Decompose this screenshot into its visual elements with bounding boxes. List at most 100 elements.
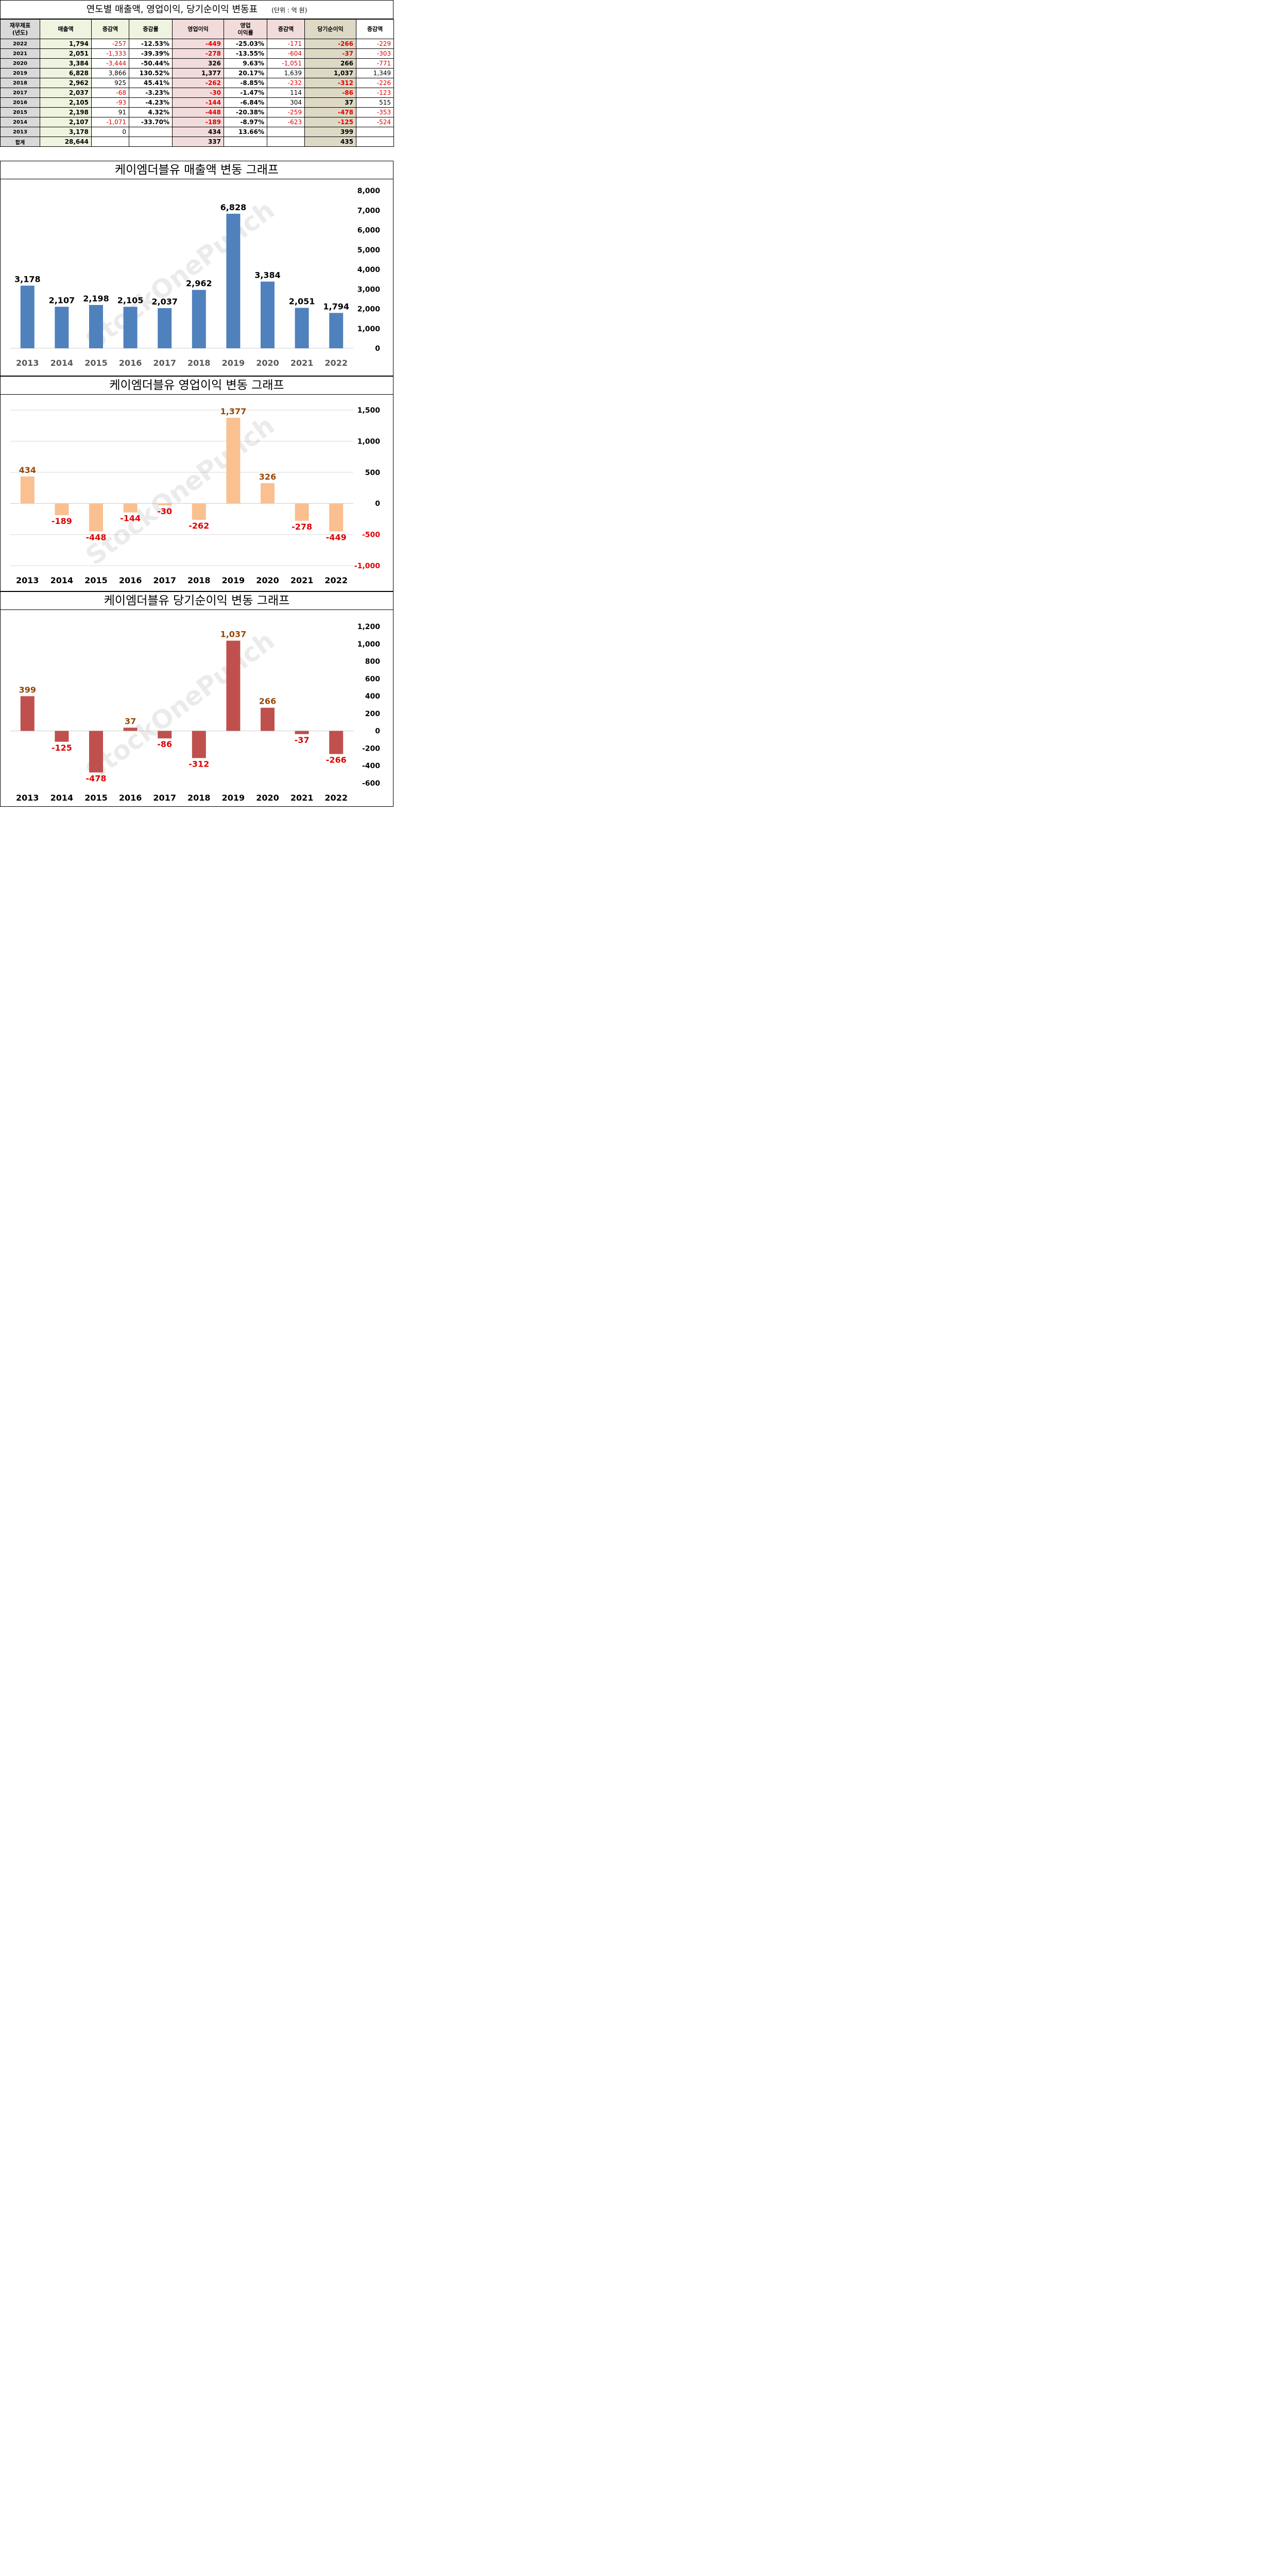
bar xyxy=(295,731,309,734)
bar xyxy=(123,307,138,348)
x-tick-label: 2015 xyxy=(84,358,108,368)
x-tick-label: 2016 xyxy=(119,793,142,803)
cell-year: 2021 xyxy=(0,48,40,59)
cell-operating-profit: -262 xyxy=(172,78,224,88)
cell-operating-profit: -448 xyxy=(172,107,224,117)
table-unit: (단위 : 억 원) xyxy=(271,7,307,14)
cell-sales-change: -1,071 xyxy=(91,117,129,127)
bar xyxy=(295,503,309,521)
bar xyxy=(329,313,344,348)
x-tick-label: 2021 xyxy=(290,575,314,585)
y-tick-label: 600 xyxy=(365,675,380,683)
table-title: 연도별 매출액, 영업이익, 당기순이익 변동표 xyxy=(86,4,258,15)
x-tick-label: 2022 xyxy=(324,793,348,803)
table-row: 2022 1,794 -257 -12.53% -449 -25.03% -171 -266-… xyxy=(0,39,394,49)
table-row: 2017 2,037 -68 -3.23% -30 -1.47% 114 -86 -123 xyxy=(0,88,394,98)
cell-sales: 2,037 xyxy=(40,88,92,98)
x-tick-label: 2018 xyxy=(187,358,211,368)
cell-operating-change: -171 xyxy=(267,39,305,49)
cell-operating-margin: -8.97% xyxy=(224,117,267,127)
cell-net-income: 1,037 xyxy=(304,68,356,78)
sales-chart: StockOnePunch 8,000 7,000 6,000 5,000 4,000 3,… xyxy=(10,187,381,368)
cell-net-change: 1,349 xyxy=(356,68,394,78)
cell-net-change: -303 xyxy=(356,48,394,59)
y-tick-label: 0 xyxy=(375,500,380,508)
y-tick-label: 7,000 xyxy=(357,207,381,215)
data-label: -86 xyxy=(157,739,172,749)
header-net-income: 당기순이익 xyxy=(304,19,356,39)
cell-year: 2015 xyxy=(0,107,40,117)
cell-year: 2020 xyxy=(0,58,40,69)
bar xyxy=(158,308,172,348)
cell-sales-rate: 4.32% xyxy=(129,107,173,117)
y-tick-label: 400 xyxy=(365,692,380,701)
cell-operating-change xyxy=(267,127,305,137)
cell-operating-margin: 20.17% xyxy=(224,68,267,78)
data-label: 1,794 xyxy=(323,301,349,311)
cell-year: 2013 xyxy=(0,127,40,137)
cell-operating-change: 1,639 xyxy=(267,68,305,78)
y-tick-label: 1,000 xyxy=(357,325,381,333)
header-operating-margin: 영업 이익률 xyxy=(224,19,267,39)
data-label: 1,037 xyxy=(220,630,247,639)
header-sales-change: 증감액 xyxy=(91,19,129,39)
data-label: 2,962 xyxy=(186,279,212,289)
table-title-bar: 연도별 매출액, 영업이익, 당기순이익 변동표 (단위 : 억 원) xyxy=(0,0,393,19)
watermark-text: StockOnePunch xyxy=(80,195,280,355)
bar xyxy=(261,281,275,348)
cell-operating-profit: -189 xyxy=(172,117,224,127)
x-tick-label: 2021 xyxy=(290,358,314,368)
table-header-row: 재무제표 (년도) 매출액 증감액 증감률 영업이익 영업 이익률 증감액 당기… xyxy=(0,19,394,39)
y-tick-label: 1,000 xyxy=(357,640,381,649)
cell-operating-profit: 326 xyxy=(172,58,224,69)
header-sales-rate: 증감률 xyxy=(129,19,173,39)
y-tick-label: -200 xyxy=(362,744,380,753)
cell-year: 2019 xyxy=(0,68,40,78)
total-net: 435 xyxy=(304,137,356,147)
x-tick-label: 2019 xyxy=(222,575,245,585)
y-tick-label: 8,000 xyxy=(357,187,381,195)
cell-operating-margin: -6.84% xyxy=(224,97,267,108)
cell-sales-rate: -50.44% xyxy=(129,58,173,69)
cell-sales-change: 3,866 xyxy=(91,68,129,78)
cell-operating-margin: -25.03% xyxy=(224,39,267,49)
y-tick-label: 1,500 xyxy=(357,406,381,415)
x-tick-label: 2014 xyxy=(50,793,74,803)
y-tick-label: -500 xyxy=(362,531,380,539)
table-row: 2021 2,051 -1,333 -39.39% -278 -13.55% -604 -37… xyxy=(0,48,394,59)
cell-net-income: -37 xyxy=(304,48,356,59)
data-label: -266 xyxy=(326,755,347,765)
y-tick-label: 200 xyxy=(365,710,380,718)
cell-operating-change: -623 xyxy=(267,117,305,127)
bar xyxy=(192,503,206,520)
bar xyxy=(123,727,138,731)
total-empty-cell xyxy=(224,137,267,147)
cell-net-income: -478 xyxy=(304,107,356,117)
cell-operating-margin: -20.38% xyxy=(224,107,267,117)
x-tick-label: 2021 xyxy=(290,793,314,803)
cell-operating-margin: 13.66% xyxy=(224,127,267,137)
data-label: -125 xyxy=(52,743,72,753)
x-tick-label: 2013 xyxy=(16,793,39,803)
bar xyxy=(55,731,69,742)
total-empty-cell xyxy=(129,137,173,147)
cell-sales: 2,962 xyxy=(40,78,92,88)
net-income-chart-panel xyxy=(0,591,393,807)
cell-operating-change: -232 xyxy=(267,78,305,88)
table-row: 2015 2,198 91 4.32% -448 -20.38% -259 -478 -353 xyxy=(0,107,394,117)
operating-chart: StockOnePunch 1,500 1,000 500 0 -500 -1,000 434… xyxy=(10,406,381,585)
table-row: 2020 3,384 -3,444 -50.44% 326 9.63% -1,051 266-… xyxy=(0,58,394,69)
cell-operating-change: -1,051 xyxy=(267,58,305,69)
cell-operating-margin: -1.47% xyxy=(224,88,267,98)
data-label: -448 xyxy=(85,532,106,542)
cell-net-change: -524 xyxy=(356,117,394,127)
x-tick-label: 2020 xyxy=(256,793,279,803)
table-row: 2018 2,962 925 45.41% -262 -8.85% -232 -312 -226 xyxy=(0,78,394,88)
bar xyxy=(192,731,206,758)
y-tick-label: -600 xyxy=(362,779,380,788)
cell-net-change: -229 xyxy=(356,39,394,49)
data-label: 6,828 xyxy=(220,202,247,212)
cell-sales-change: -1,333 xyxy=(91,48,129,59)
total-empty-cell xyxy=(267,137,305,147)
cell-sales-rate: 130.52% xyxy=(129,68,173,78)
